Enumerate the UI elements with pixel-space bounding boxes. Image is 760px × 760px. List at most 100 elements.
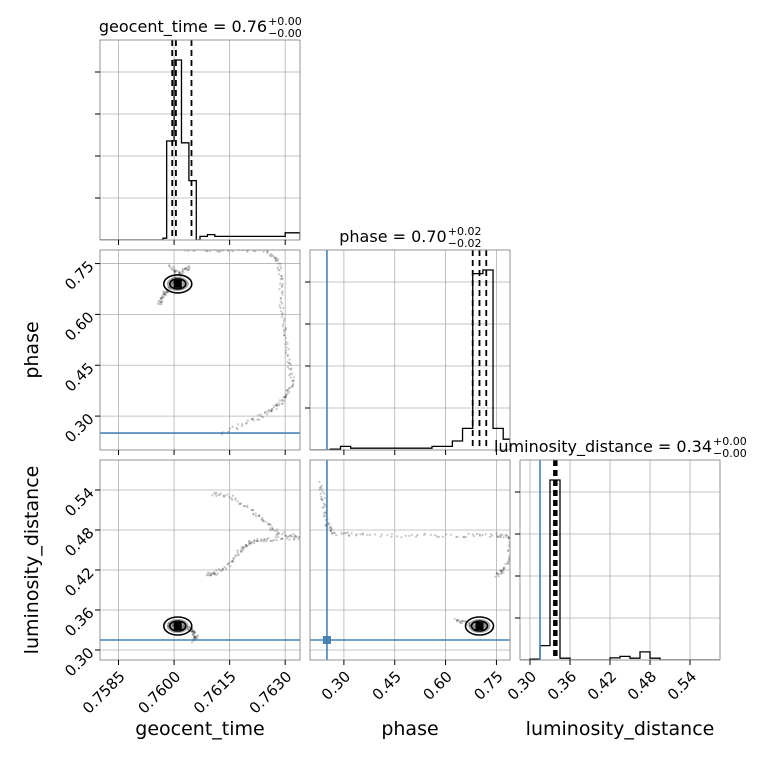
sample-point: [282, 306, 285, 310]
sample-point: [275, 407, 278, 411]
panel-luminosity_distance-vs-geocent_time: [100, 491, 300, 644]
sample-point: [277, 258, 280, 261]
sample-point: [280, 274, 283, 278]
sample-point: [280, 297, 283, 300]
sample-point: [434, 534, 437, 537]
sample-point: [266, 250, 269, 253]
sample-point: [285, 349, 288, 352]
sample-point: [289, 372, 292, 376]
sample-point: [278, 304, 281, 307]
sample-point: [263, 538, 266, 541]
sample-point: [164, 292, 167, 295]
sample-point: [243, 546, 246, 549]
sample-point: [453, 617, 456, 620]
grid-hist-phase: [310, 250, 510, 450]
sample-point: [286, 537, 289, 540]
sample-point: [179, 271, 182, 274]
sample-point: [221, 567, 225, 570]
sample-point: [489, 533, 492, 536]
density-contour-outer: [464, 616, 495, 636]
xlabel-geocent_time: geocent_time: [135, 718, 264, 740]
sample-point: [273, 538, 276, 542]
sample-point: [181, 267, 184, 270]
sample-point: [390, 533, 394, 536]
sample-point: [291, 380, 294, 383]
tick-label-phase: 0.75: [470, 668, 506, 704]
sample-point: [206, 250, 209, 253]
tick-label-geocent_time: 0.7585: [79, 668, 129, 718]
sample-point: [217, 493, 220, 496]
sample-point: [323, 503, 326, 506]
sample-point: [275, 539, 279, 542]
sample-point: [159, 296, 162, 299]
sample-point: [322, 502, 326, 505]
sample-point: [235, 426, 238, 430]
sample-point: [246, 545, 249, 548]
sample-point: [269, 539, 272, 542]
sample-point: [284, 328, 288, 331]
sample-point: [455, 620, 459, 623]
sample-point: [215, 574, 218, 577]
sample-point: [190, 630, 194, 633]
sample-point: [272, 255, 275, 258]
sample-point: [502, 567, 505, 570]
sample-point: [215, 494, 218, 498]
sample-point: [379, 535, 382, 538]
sample-point: [212, 571, 216, 574]
sample-point: [254, 515, 258, 518]
sample-point: [318, 486, 322, 489]
sample-point: [294, 535, 297, 538]
frame-hist-phase: [309, 249, 511, 451]
tick-label-luminosity_distance: 0.30: [61, 644, 97, 680]
sample-point: [287, 388, 290, 391]
sample-point: [210, 572, 213, 575]
sample-point: [288, 390, 291, 393]
sample-point: [288, 358, 291, 361]
sample-point: [510, 546, 512, 548]
sample-point: [355, 534, 358, 537]
sample-point: [503, 566, 506, 569]
sample-point: [252, 417, 255, 420]
sample-point: [218, 250, 221, 253]
sample-point: [249, 542, 252, 545]
sample-point: [436, 535, 439, 538]
frame-hist-luminosity_distance: [519, 459, 721, 661]
sample-point: [231, 425, 234, 428]
sample-point: [260, 518, 263, 521]
sample-point: [236, 248, 238, 250]
ticks-luminosity_distance-vs-geocent_time: [95, 489, 286, 665]
sample-point: [193, 634, 196, 638]
sample-point: [284, 343, 287, 346]
title-main: geocent_time = 0.76: [99, 17, 267, 37]
sample-point: [322, 492, 326, 495]
sample-point: [200, 247, 202, 249]
sample-point: [496, 534, 499, 537]
sample-point: [273, 256, 276, 259]
grid-layer: [100, 40, 720, 660]
sample-point: [481, 533, 484, 537]
sample-point: [281, 398, 284, 401]
sample-point: [324, 511, 327, 514]
sample-point: [226, 563, 229, 566]
sample-point: [191, 633, 194, 636]
sample-point: [280, 402, 283, 405]
sample-point: [281, 293, 284, 296]
sample-point: [506, 533, 509, 537]
sample-point: [183, 267, 187, 270]
sample-point: [160, 303, 163, 306]
sample-point: [273, 257, 277, 260]
sample-point: [449, 533, 453, 536]
sample-point: [276, 532, 279, 536]
sample-point: [507, 549, 510, 552]
sample-point: [169, 266, 172, 269]
sample-point: [283, 334, 286, 337]
sample-point: [270, 409, 273, 412]
ticks-luminosity_distance-vs-phase: [343, 660, 497, 665]
sample-point: [245, 545, 248, 548]
sample-point: [281, 537, 284, 540]
sample-point: [196, 247, 198, 249]
sample-point: [343, 531, 346, 535]
title-luminosity_distance: luminosity_distance = 0.34 +0.00−0.00: [494, 435, 747, 460]
sample-point: [267, 537, 270, 540]
